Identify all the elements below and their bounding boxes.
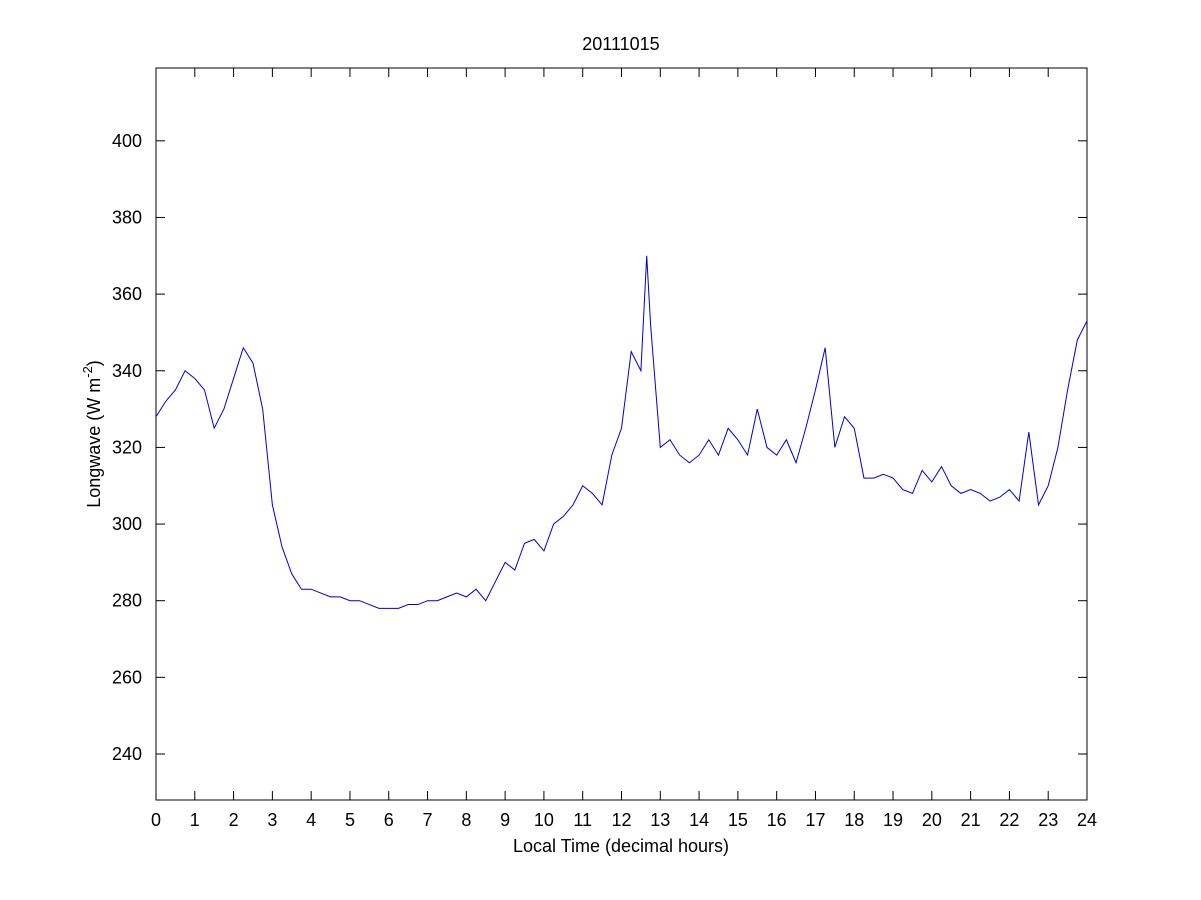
- x-tick-label: 21: [961, 810, 981, 830]
- x-tick-label: 22: [999, 810, 1019, 830]
- y-tick-label: 400: [112, 131, 142, 151]
- y-tick-label: 280: [112, 591, 142, 611]
- x-tick-label: 12: [611, 810, 631, 830]
- x-tick-label: 4: [306, 810, 316, 830]
- y-tick-label: 300: [112, 514, 142, 534]
- x-tick-label: 7: [423, 810, 433, 830]
- y-tick-label: 260: [112, 667, 142, 687]
- x-tick-label: 23: [1038, 810, 1058, 830]
- data-line: [155, 255, 1088, 609]
- x-axis-label: Local Time (decimal hours): [513, 836, 729, 856]
- x-tick-label: 15: [728, 810, 748, 830]
- chart-title: 20111015: [582, 34, 659, 54]
- y-tick-label: 240: [112, 744, 142, 764]
- x-tick-label: 13: [650, 810, 670, 830]
- x-tick-label: 1: [190, 810, 200, 830]
- x-tick-label: 14: [689, 810, 709, 830]
- x-tick-label: 18: [844, 810, 864, 830]
- x-tick-label: 16: [767, 810, 787, 830]
- x-tick-label: 3: [267, 810, 277, 830]
- y-tick-label: 320: [112, 437, 142, 457]
- y-axis-label: Longwave (W m-2): [80, 360, 104, 508]
- x-tick-label: 10: [534, 810, 554, 830]
- y-label-text: Longwave (W m: [84, 378, 104, 508]
- y-tick-label: 360: [112, 284, 142, 304]
- x-tick-label: 24: [1077, 810, 1097, 830]
- y-tick-label: 380: [112, 207, 142, 227]
- x-tick-label: 0: [151, 810, 161, 830]
- y-tick-label: 340: [112, 361, 142, 381]
- y-label-sup: -2: [80, 366, 95, 378]
- x-tick-label: 20: [922, 810, 942, 830]
- x-tick-label: 11: [573, 810, 592, 830]
- x-tick-label: 5: [345, 810, 355, 830]
- x-tick-label: 6: [384, 810, 394, 830]
- x-tick-label: 17: [805, 810, 825, 830]
- x-tick-label: 19: [883, 810, 903, 830]
- y-label-close: ): [84, 360, 104, 366]
- x-tick-label: 2: [229, 810, 239, 830]
- x-tick-label: 9: [500, 810, 510, 830]
- x-tick-label: 8: [461, 810, 471, 830]
- plot-area: [155, 67, 1088, 801]
